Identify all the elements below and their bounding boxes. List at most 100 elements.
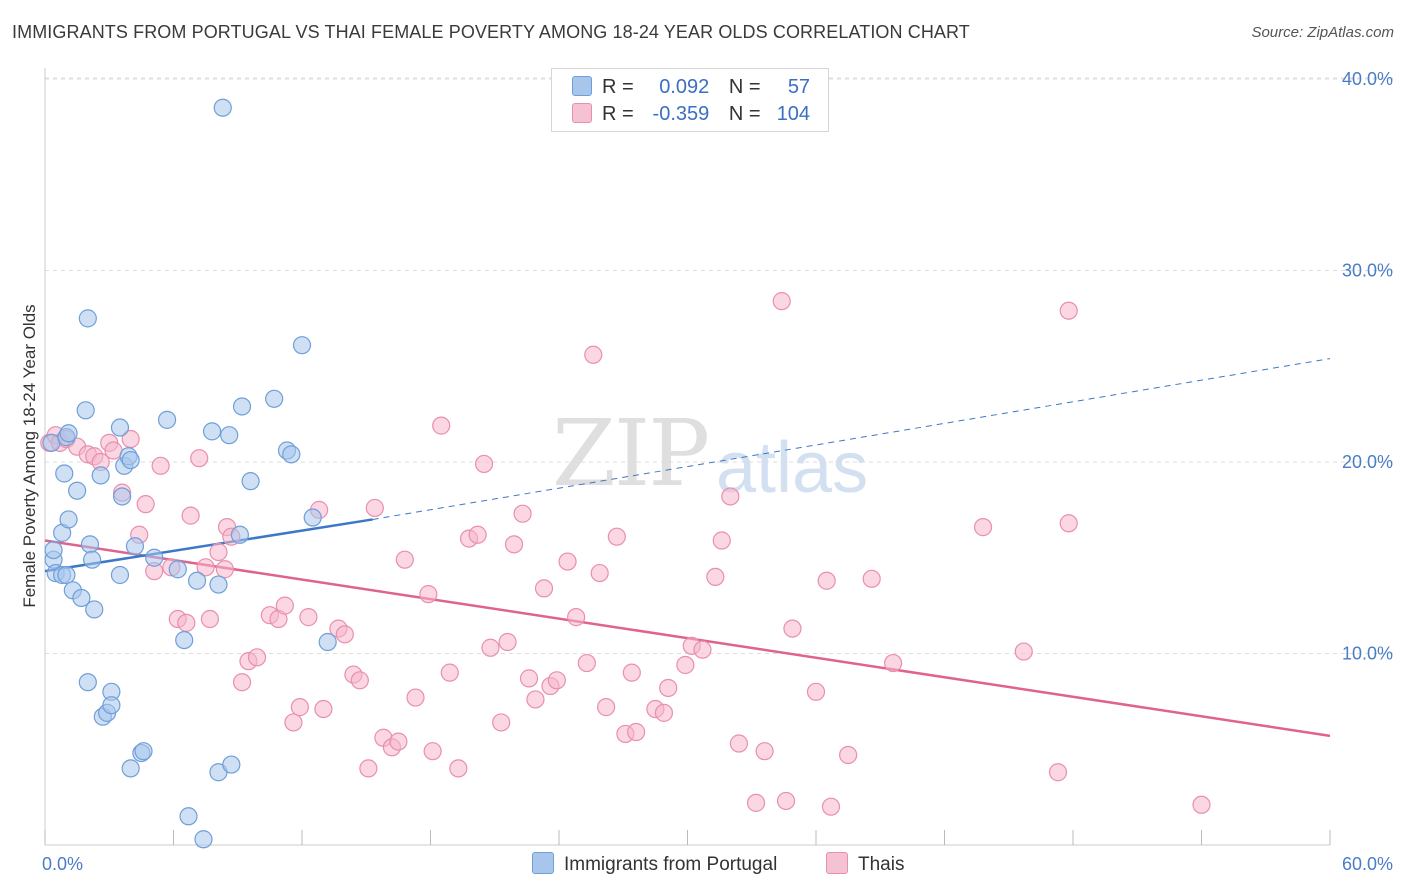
y-tick-label: 40.0%	[1342, 69, 1393, 89]
thais-point	[284, 713, 303, 732]
portugal-point	[125, 537, 145, 556]
portugal-point	[194, 830, 213, 849]
thais-point	[654, 703, 674, 722]
thais-point	[1014, 642, 1033, 661]
portugal-point	[292, 336, 312, 355]
portugal-trend-extension	[372, 358, 1331, 520]
thais-point	[449, 759, 468, 778]
thais-point	[190, 449, 209, 468]
portugal-point	[68, 481, 87, 500]
legend-row-thais: R = -0.359 N = 104	[572, 103, 810, 127]
x-tick-label-min: 0.0%	[42, 854, 83, 874]
thais-point	[659, 678, 678, 698]
thais-point	[746, 793, 766, 812]
watermark-atlas: atlas	[716, 428, 869, 508]
portugal-point	[303, 508, 322, 527]
portugal-point	[175, 630, 194, 650]
thais-point	[584, 345, 603, 364]
thais-point	[755, 742, 774, 761]
thais-point	[721, 487, 740, 506]
portugal-point	[187, 571, 207, 590]
thais-point	[290, 698, 309, 717]
thais-point	[209, 542, 228, 562]
bottom-portugal-label: Immigrants from Portugal	[564, 854, 778, 875]
thais-swatch	[572, 103, 592, 123]
thais-point	[215, 560, 234, 579]
legend-n-label-portugal: N =	[728, 76, 761, 98]
bottom-portugal-swatch	[532, 852, 554, 874]
thais-point	[806, 682, 826, 701]
thais-point	[136, 495, 155, 514]
thais-point	[200, 609, 220, 629]
thais-point	[1059, 301, 1078, 320]
thais-point	[590, 563, 609, 583]
portugal-point	[121, 759, 140, 778]
thais-point	[783, 619, 802, 638]
x-tick-label-max: 60.0%	[1342, 854, 1393, 874]
thais-point	[706, 567, 725, 587]
legend-r-label-portugal: R =	[602, 76, 634, 98]
portugal-point	[80, 535, 100, 554]
thais-point	[196, 558, 215, 577]
thais-point	[299, 608, 318, 627]
thais-point	[492, 713, 511, 732]
portugal-point	[91, 466, 110, 485]
thais-point	[440, 663, 459, 682]
portugal-point	[110, 418, 130, 437]
y-tick-label: 30.0%	[1342, 261, 1393, 281]
thais-point	[359, 759, 378, 778]
legend-r-value-thais: -0.359	[652, 103, 710, 125]
thais-point	[468, 525, 487, 544]
watermark-zip: ZIP	[552, 400, 710, 507]
thais-point	[474, 454, 494, 474]
portugal-point	[220, 426, 239, 445]
portugal-point	[72, 588, 91, 608]
y-tick-label: 20.0%	[1342, 452, 1393, 472]
chart-title: IMMIGRANTS FROM PORTUGAL VS THAI FEMALE …	[12, 22, 970, 42]
thais-point	[419, 585, 438, 604]
y-axis-label: Female Poverty Among 18-24 Year Olds	[20, 304, 39, 607]
portugal-point	[209, 575, 228, 594]
portugal-point	[83, 550, 102, 569]
thais-point	[547, 671, 566, 690]
thais-point	[389, 732, 408, 751]
portugal-point	[112, 487, 132, 506]
portugal-point	[265, 389, 284, 408]
portugal-point	[222, 755, 241, 774]
thais-point	[232, 673, 252, 692]
portugal-point	[282, 445, 301, 464]
bottom-legend-portugal: Immigrants from Portugal	[532, 852, 777, 876]
thais-point	[151, 456, 170, 475]
bottom-thais-swatch	[826, 852, 848, 874]
legend-n-value-portugal: 57	[787, 76, 811, 98]
thais-point	[513, 504, 532, 523]
thais-point	[817, 571, 836, 590]
thais-point	[247, 648, 267, 667]
thais-point	[181, 506, 200, 525]
portugal-point	[59, 510, 78, 529]
thais-point	[275, 596, 294, 615]
bottom-legend-thais: Thais	[826, 852, 904, 876]
source-label: Source: ZipAtlas.com	[1251, 24, 1394, 41]
thais-point	[314, 699, 333, 719]
thais-point	[622, 663, 641, 682]
correlation-legend: R = 0.092 N = 57 R = -0.359 N = 104	[551, 68, 829, 132]
thais-point	[504, 535, 524, 554]
portugal-point	[202, 422, 222, 441]
portugal-point	[168, 560, 187, 579]
thais-point	[481, 638, 500, 657]
portugal-point	[241, 472, 260, 491]
portugal-point	[121, 450, 140, 470]
portugal-point	[78, 309, 97, 328]
thais-point	[776, 791, 796, 811]
portugal-point	[179, 807, 198, 826]
axes	[44, 68, 1331, 846]
portugal-point	[55, 464, 74, 483]
portugal-point	[57, 565, 76, 585]
thais-point	[626, 722, 646, 742]
legend-row-portugal: R = 0.092 N = 57	[572, 76, 810, 100]
portugal-point	[145, 548, 164, 567]
thais-point	[395, 550, 414, 569]
legend-n-label-thais: N =	[728, 103, 761, 125]
thais-point	[676, 655, 695, 675]
